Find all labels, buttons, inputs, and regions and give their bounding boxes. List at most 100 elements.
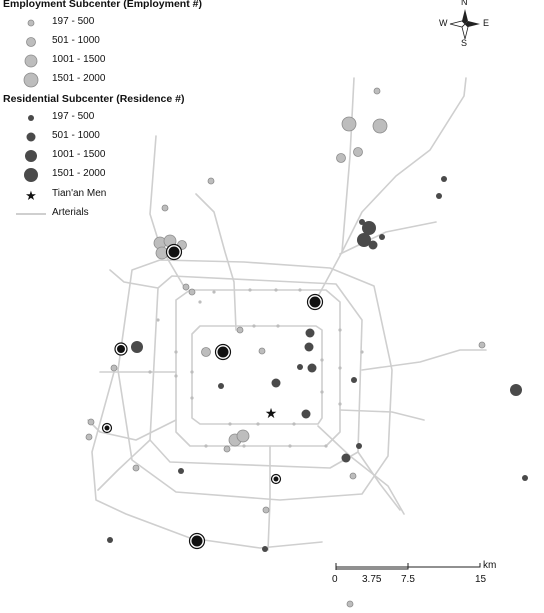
road-junction-dot (228, 422, 232, 426)
legend-star-icon: ★ (25, 189, 37, 204)
residential-subcenter-marker (441, 176, 447, 182)
residential-subcenter-marker (359, 219, 365, 225)
employment-subcenter-marker (236, 429, 250, 443)
road-junction-dot (360, 350, 364, 354)
road-junction-dot (242, 444, 246, 448)
residential-subcenters-layer (101, 176, 528, 552)
employment-subcenter-marker (262, 506, 270, 514)
radial-road-southwest (87, 419, 177, 441)
employment-legend-title: Employment Subcenter (Employment #) (3, 0, 202, 10)
residential-subcenter-marker (341, 453, 351, 463)
residential-class-label: 1501 - 2000 (52, 168, 106, 179)
arterials-label: Arterials (52, 207, 89, 218)
employment-subcenter-marker (258, 347, 266, 355)
residential-subcenter-marker (107, 537, 113, 543)
residential-subcenter-marker (510, 384, 522, 396)
residential-subcenter-marker (357, 233, 371, 247)
road-junction-dot (190, 370, 194, 374)
road-junction-dot (252, 324, 256, 328)
road-junction-dot (292, 422, 296, 426)
road-junction-dot (338, 366, 342, 370)
fifth-ring-road (117, 259, 393, 501)
legend-employment-swatch-1 (27, 19, 35, 27)
employment-subcenter-marker (188, 288, 196, 296)
legend-employment-swatch-2 (26, 37, 36, 47)
employment-subcenter-marker (353, 147, 363, 157)
radial-road-north (195, 193, 237, 331)
radial-road-north-expressway (341, 77, 355, 253)
legend-residential-swatch-3 (25, 150, 37, 162)
road-junction-dot (320, 390, 324, 394)
employment-subcenter-marker (182, 283, 190, 291)
residential-subcenter-marker (131, 341, 143, 353)
residential-subcenter-marker (362, 221, 376, 235)
residential-legend-title: Residential Subcenter (Residence #) (3, 93, 185, 105)
employment-subcenter-marker (161, 204, 169, 212)
scale-bar (335, 563, 481, 570)
radial-road-west-2 (97, 439, 151, 491)
road-junction-dot (174, 374, 178, 378)
residential-subcenter-marker (309, 296, 321, 308)
legend-residential-swatch-1 (28, 115, 34, 121)
road-junction-dot (190, 396, 194, 400)
employment-subcenter-marker (478, 341, 486, 349)
road-junctions-layer (148, 288, 364, 448)
employment-subcenter-marker (85, 433, 93, 441)
road-junction-dot (248, 288, 252, 292)
residential-subcenter-marker (117, 345, 125, 353)
employment-subcenters-layer (85, 87, 486, 608)
scale-tick-label: 0 (332, 574, 338, 585)
road-junction-dot (212, 290, 216, 294)
legend-employment-swatch-3 (24, 54, 38, 68)
employment-class-label: 1501 - 2000 (52, 73, 106, 84)
employment-class-label: 1001 - 1500 (52, 54, 106, 65)
road-junction-dot (256, 422, 260, 426)
residential-subcenter-marker (271, 378, 281, 388)
residential-class-label: 501 - 1000 (52, 130, 100, 141)
compass-rose-icon (449, 9, 480, 40)
employment-subcenter-marker (201, 347, 211, 357)
residential-subcenter-marker (301, 409, 311, 419)
residential-subcenter-marker (304, 342, 314, 352)
employment-subcenter-marker (349, 472, 357, 480)
residential-subcenter-marker (297, 364, 303, 370)
sixth-ring-road (91, 371, 323, 549)
second-ring-road (191, 325, 323, 425)
residential-subcenter-marker (178, 468, 184, 474)
residential-subcenter-marker (191, 535, 203, 547)
employment-subcenter-marker (223, 445, 231, 453)
residential-subcenter-marker (356, 443, 362, 449)
employment-subcenter-marker (372, 118, 388, 134)
employment-subcenter-marker (341, 116, 357, 132)
legend-employment-swatch-4 (23, 72, 39, 88)
road-junction-dot (148, 370, 152, 374)
legend-residential-swatch-2 (26, 132, 36, 142)
radial-road-east (361, 349, 487, 371)
residential-subcenter-marker (351, 377, 357, 383)
legend-symbols: ★ (16, 19, 46, 215)
residential-class-label: 1001 - 1500 (52, 149, 106, 160)
road-junction-dot (198, 300, 202, 304)
residential-subcenter-marker (368, 240, 378, 250)
road-junction-dot (298, 288, 302, 292)
radial-road-northwest (149, 135, 187, 291)
residential-subcenter-marker (104, 425, 110, 431)
landmark-label: Tian'an Men (52, 188, 107, 199)
employment-subcenter-marker (110, 364, 118, 372)
road-junction-dot (204, 444, 208, 448)
employment-subcenter-marker (236, 326, 244, 334)
road-junction-dot (174, 350, 178, 354)
employment-subcenter-marker (336, 153, 346, 163)
road-junction-dot (338, 328, 342, 332)
legend-residential-swatch-4 (24, 168, 38, 182)
radial-road-south (267, 445, 271, 551)
scale-tick-label: 7.5 (401, 574, 415, 585)
employment-class-label: 501 - 1000 (52, 35, 100, 46)
compass-west-label: W (439, 18, 448, 28)
radial-road-east-2 (339, 409, 425, 421)
residential-subcenter-marker (522, 475, 528, 481)
compass-south-label: S (461, 38, 468, 48)
scale-unit-label: km (483, 560, 497, 571)
fourth-ring-road (149, 275, 363, 469)
road-junction-dot (274, 288, 278, 292)
